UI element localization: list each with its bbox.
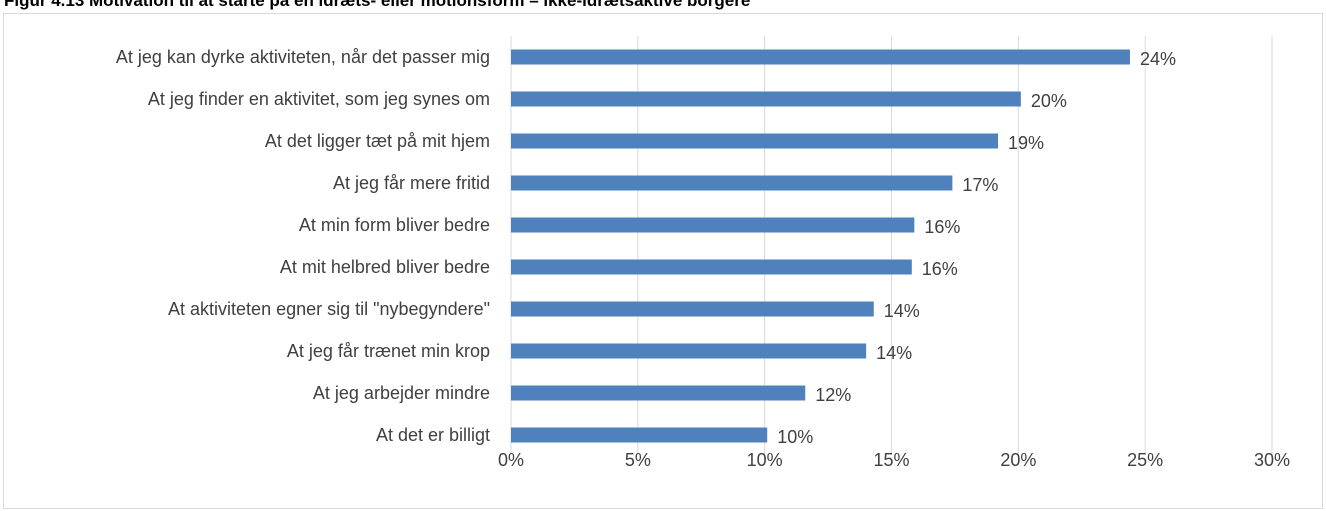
category-label: At jeg kan dyrke aktiviteten, når det pa…: [116, 47, 490, 67]
data-label: 16%: [924, 217, 960, 237]
x-tick-label: 20%: [1000, 450, 1036, 470]
bar: [511, 428, 767, 443]
category-label: At jeg finder en aktivitet, som jeg syne…: [148, 89, 490, 109]
x-axis-tick-labels: 0% 5% 10% 15% 20% 25% 30%: [498, 450, 1290, 470]
bar: [511, 92, 1021, 107]
data-label: 14%: [876, 343, 912, 363]
bar: [511, 344, 866, 359]
bar: [511, 134, 998, 149]
category-label: At jeg arbejder mindre: [313, 383, 490, 403]
category-label: At aktiviteten egner sig til "nybegynder…: [168, 299, 490, 319]
bar: [511, 176, 952, 191]
bar: [511, 260, 912, 275]
value-labels: 24% 20% 19% 17% 16% 16% 14% 14% 12% 10%: [777, 49, 1176, 447]
data-label: 20%: [1031, 91, 1067, 111]
x-tick-label: 5%: [625, 450, 651, 470]
category-label: At jeg får trænet min krop: [287, 341, 490, 361]
data-label: 19%: [1008, 133, 1044, 153]
bar: [511, 386, 805, 401]
category-label: At det ligger tæt på mit hjem: [265, 131, 490, 151]
data-label: 10%: [777, 427, 813, 447]
x-tick-label: 0%: [498, 450, 524, 470]
data-label: 24%: [1140, 49, 1176, 69]
category-label: At det er billigt: [376, 425, 490, 445]
bar: [511, 302, 874, 317]
data-label: 17%: [962, 175, 998, 195]
category-label: At min form bliver bedre: [299, 215, 490, 235]
data-label: 16%: [922, 259, 958, 279]
data-label: 12%: [815, 385, 851, 405]
x-tick-label: 15%: [873, 450, 909, 470]
x-tick-label: 10%: [747, 450, 783, 470]
x-tick-label: 25%: [1127, 450, 1163, 470]
category-label: At jeg får mere fritid: [333, 173, 490, 193]
category-labels: At jeg kan dyrke aktiviteten, når det pa…: [116, 47, 490, 445]
data-label: 14%: [884, 301, 920, 321]
x-tick-label: 30%: [1254, 450, 1290, 470]
bar: [511, 50, 1130, 65]
category-label: At mit helbred bliver bedre: [280, 257, 490, 277]
bar: [511, 218, 914, 233]
